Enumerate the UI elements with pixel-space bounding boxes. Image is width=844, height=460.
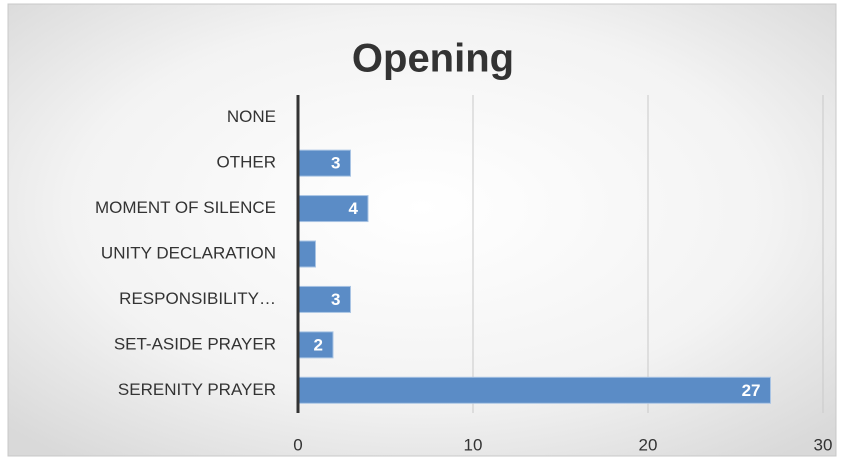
data-label: 2 [314, 335, 323, 354]
y-tick-label: NONE [227, 107, 276, 126]
chart-title: Opening [352, 37, 514, 81]
x-tick-label: 20 [639, 435, 658, 454]
y-tick-label: UNITY DECLARATION [101, 243, 276, 262]
bar [297, 240, 316, 268]
bar [297, 195, 369, 223]
y-tick-label: RESPONSIBILITY… [119, 289, 276, 308]
bar [297, 285, 351, 313]
y-tick-label: SET-ASIDE PRAYER [114, 334, 276, 353]
bar [297, 376, 771, 404]
data-label: 27 [742, 381, 761, 400]
data-label: 3 [331, 154, 340, 173]
y-tick-label: SERENITY PRAYER [118, 380, 276, 399]
x-tick-label: 10 [464, 435, 483, 454]
bar [297, 149, 351, 177]
bar [297, 331, 334, 359]
data-label: 4 [349, 199, 359, 218]
x-tick-label: 0 [293, 435, 302, 454]
data-label: 3 [331, 290, 340, 309]
x-tick-label: 30 [814, 435, 833, 454]
y-tick-label: OTHER [217, 153, 277, 172]
y-tick-label: MOMENT OF SILENCE [95, 198, 276, 217]
